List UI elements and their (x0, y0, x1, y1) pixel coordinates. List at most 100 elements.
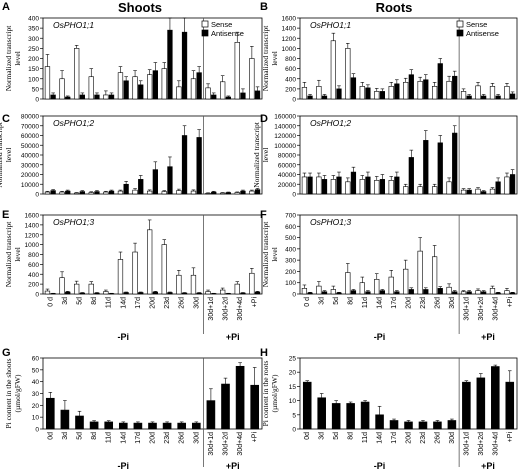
bar (417, 250, 423, 295)
bar (235, 365, 245, 430)
bar (88, 192, 94, 195)
x-tick-label: 30d+2d (478, 297, 485, 321)
y-tick-label: 20 (32, 403, 40, 410)
y-tick-label: 50 (32, 86, 40, 93)
y-axis-label-line2: level (13, 247, 22, 262)
y-tick-label: 20000 (21, 172, 39, 179)
bar (75, 415, 84, 430)
panel-letter: G (2, 347, 11, 359)
bar (388, 86, 394, 100)
y-tick-label: 50000 (21, 143, 39, 150)
bar (481, 191, 487, 195)
y-tick-label: 30 (32, 391, 40, 398)
bar (167, 292, 173, 295)
bar (220, 192, 226, 195)
y-tick-label: 40000 (278, 172, 296, 179)
bar (196, 292, 202, 295)
bar (196, 72, 202, 100)
bar (196, 137, 202, 195)
bar (423, 140, 429, 195)
y-axis-label: Pi content in the roots (µmol/gFW) (261, 361, 279, 427)
bar (176, 274, 182, 295)
bar (350, 290, 357, 295)
bar (374, 91, 380, 100)
bar (161, 191, 167, 195)
y-tick-label: 80000 (278, 153, 296, 160)
bar (374, 279, 380, 295)
bar (138, 84, 144, 100)
y-tick-label: 160000 (274, 114, 296, 121)
bar (346, 403, 355, 430)
bar (225, 192, 231, 195)
bar (65, 96, 71, 100)
bar (176, 86, 182, 100)
x-tick-label: 5d (77, 297, 84, 305)
bar (88, 283, 94, 295)
x-tick-label: 0 d (304, 297, 311, 307)
treatment-minus-label: -Pi (374, 461, 386, 471)
x-tick-label: 26d (179, 432, 186, 444)
x-tick-label: 3d (62, 432, 69, 440)
bar (190, 78, 197, 100)
panel-letter: F (260, 209, 267, 221)
bar (359, 86, 365, 100)
x-tick-label: 23d (164, 432, 171, 444)
bar (59, 191, 65, 195)
y-tick-label: 100 (285, 280, 296, 287)
y-tick-label: 1200 (282, 36, 297, 43)
gene-name: OsPHO1;1 (310, 20, 351, 30)
bar (495, 181, 501, 195)
panel-letter: D (260, 113, 268, 125)
bar (234, 283, 240, 295)
y-tick-label: 400 (28, 16, 39, 23)
x-tick-label: 20d (150, 297, 157, 309)
x-tick-label: 5d (333, 297, 340, 305)
bar (152, 70, 158, 100)
bar (74, 48, 80, 100)
bar (74, 283, 80, 295)
y-tick-label: 30000 (21, 162, 39, 169)
y-axis-label-line2: level (270, 247, 279, 262)
y-tick-label: 1200 (25, 232, 40, 239)
bar (388, 180, 394, 195)
bar (307, 292, 313, 295)
bar (133, 422, 143, 430)
x-tick-label: 5d (333, 432, 340, 440)
bar (350, 77, 357, 100)
bar (475, 188, 481, 195)
x-tick-label: 20d (150, 432, 157, 444)
bar (104, 421, 114, 430)
bar (74, 192, 80, 195)
x-tick-label: 17d (135, 432, 142, 444)
bar (460, 91, 467, 100)
bar (432, 186, 438, 195)
bar (475, 290, 481, 295)
bar (302, 381, 312, 430)
bar (181, 292, 188, 295)
bar (509, 292, 516, 295)
bar (132, 76, 138, 100)
x-tick-label: 11d (106, 432, 113, 443)
y-axis-label-line1: Normalized transcript (0, 121, 4, 188)
y-axis-label-line1: Normalized transcript (4, 25, 13, 92)
y-axis-label-line2: level (4, 148, 13, 163)
bar (79, 292, 85, 295)
bar (225, 293, 231, 295)
bar (59, 277, 65, 295)
x-tick-label: 3d (319, 297, 326, 305)
y-axis-label-line1: Normalized transcript (4, 221, 13, 288)
panel-H: H 0 5 10 15 20 25 Pi content in the roots (µmol/… (260, 347, 518, 471)
bar (417, 80, 423, 100)
bar (447, 420, 457, 430)
bar (44, 66, 51, 100)
bar (408, 289, 414, 295)
y-tick-label: 0 (35, 97, 39, 104)
bar (234, 192, 240, 195)
bar (59, 78, 65, 100)
bar (147, 190, 153, 195)
x-tick-label: 23d (164, 297, 171, 309)
x-tick-label: 30d+4d (237, 432, 244, 456)
bar (221, 383, 230, 430)
bar (60, 409, 70, 430)
